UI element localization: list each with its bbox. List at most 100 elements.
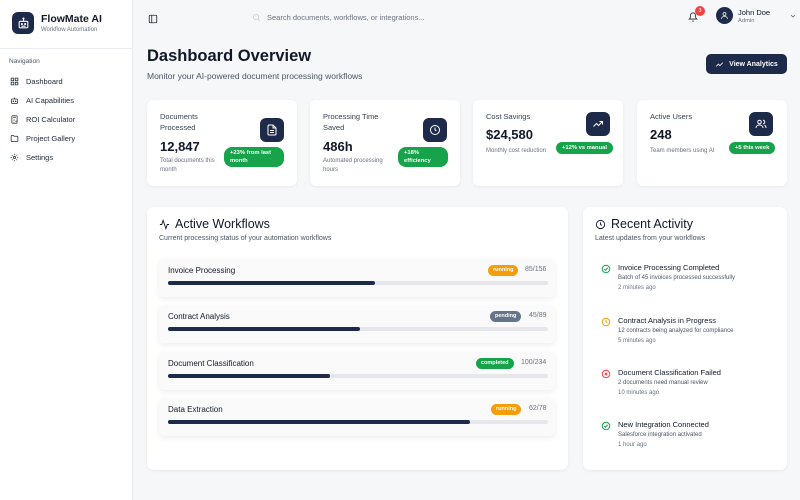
workflow-row-document-classification[interactable]: Document Classification completed 100/23… <box>159 352 555 390</box>
stat-value: $24,580 <box>486 127 533 142</box>
workflow-status-badge: running <box>491 404 522 415</box>
view-analytics-label: View Analytics <box>729 60 778 68</box>
activity-subtitle: Latest updates from your workflows <box>595 235 706 242</box>
clock-icon <box>423 118 447 142</box>
user-menu[interactable]: John Doe Admin <box>716 7 797 24</box>
sidebar-item-label: Dashboard <box>26 77 63 86</box>
recent-activity-panel: Recent Activity Latest updates from your… <box>583 207 787 470</box>
search-icon <box>253 13 261 21</box>
sidebar-item-label: AI Capabilities <box>26 96 74 105</box>
workflow-progress-fill <box>168 281 376 285</box>
workflow-status-badge: completed <box>476 358 514 369</box>
stat-label: Active Users <box>650 112 693 121</box>
stat-card-documents: Documents Processed 12,847 Total documen… <box>147 100 297 186</box>
user-icon <box>721 12 728 19</box>
activity-title: Recent Activity <box>595 217 693 231</box>
panel-left-icon <box>148 14 158 24</box>
app-subtitle: Workflow Automation <box>41 27 98 33</box>
workflow-row-contract-analysis[interactable]: Contract Analysis pending 45/89 <box>159 305 555 343</box>
sidebar: FlowMate AI Workflow Automation Navigati… <box>0 0 133 500</box>
sidebar-item-ai-capabilities[interactable]: AI Capabilities <box>10 91 125 110</box>
folder-icon <box>10 135 19 142</box>
line-chart-icon <box>716 61 724 67</box>
gear-icon <box>10 153 19 162</box>
app-name: FlowMate AI <box>41 13 102 25</box>
sidebar-item-settings[interactable]: Settings <box>10 148 125 167</box>
workflow-status-badge: running <box>488 265 519 276</box>
trending-up-icon <box>586 112 610 136</box>
sidebar-item-dashboard[interactable]: Dashboard <box>10 72 125 91</box>
stat-note: Automated processing hours <box>323 158 383 173</box>
activity-time: 1 hour ago <box>618 442 647 448</box>
workflow-progress-fill <box>168 327 361 331</box>
users-icon <box>749 112 773 136</box>
bell-icon <box>688 12 698 22</box>
workflows-title: Active Workflows <box>159 217 270 231</box>
workflow-name: Data Extraction <box>168 405 223 414</box>
activity-title-text: Contract Analysis in Progress <box>618 316 716 325</box>
workflow-count: 62/78 <box>529 405 547 412</box>
clock-icon <box>595 219 606 229</box>
sidebar-toggle-button[interactable] <box>148 11 158 29</box>
calculator-icon <box>11 115 18 124</box>
activity-title-text: Invoice Processing Completed <box>618 263 720 272</box>
activity-time: 10 minutes ago <box>618 390 660 396</box>
grid-icon <box>10 77 19 86</box>
stat-note: Total documents this month <box>160 158 215 173</box>
check-circle-icon <box>601 264 611 274</box>
nav-section-label: Navigation <box>9 58 40 65</box>
workflow-progress-fill <box>168 374 331 378</box>
bot-icon <box>11 97 18 104</box>
workflow-row-invoice-processing[interactable]: Invoice Processing running 85/156 <box>159 259 555 297</box>
clock-icon <box>601 317 611 327</box>
workflows-subtitle: Current processing status of your automa… <box>159 235 332 242</box>
workflow-progress-fill <box>168 420 471 424</box>
sidebar-item-project-gallery[interactable]: Project Gallery <box>10 129 125 148</box>
stat-card-cost-savings: Cost Savings $24,580 Monthly cost reduct… <box>473 100 623 186</box>
stat-note: Team members using AI <box>650 148 715 154</box>
chevron-down-icon <box>790 14 796 17</box>
notifications-button[interactable]: 3 <box>688 6 705 25</box>
document-icon <box>260 118 284 142</box>
stat-value: 248 <box>650 127 672 142</box>
workflow-row-data-extraction[interactable]: Data Extraction running 62/78 <box>159 398 555 436</box>
avatar <box>716 7 733 24</box>
workflow-count: 100/234 <box>521 359 547 366</box>
activity-time: 2 minutes ago <box>618 285 656 291</box>
active-workflows-panel: Active Workflows Current processing stat… <box>147 207 568 470</box>
search-bar <box>252 9 552 25</box>
check-circle-icon <box>601 421 611 431</box>
search-input[interactable] <box>267 12 537 22</box>
workflow-progress-track <box>168 420 548 424</box>
user-role: Admin <box>738 17 755 24</box>
activity-title-text: New Integration Connected <box>618 420 709 429</box>
activity-time: 5 minutes ago <box>618 338 656 344</box>
workflow-progress-track <box>168 327 548 331</box>
sidebar-item-roi-calculator[interactable]: ROI Calculator <box>10 110 125 129</box>
brand[interactable]: FlowMate AI Workflow Automation <box>12 12 102 34</box>
activity-description: Salesforce integration activated <box>618 432 702 438</box>
bot-logo-icon <box>12 12 34 34</box>
page-title: Dashboard Overview <box>147 47 312 65</box>
sidebar-nav: Dashboard AI Capabilities ROI Calculator… <box>10 72 125 167</box>
activity-description: Batch of 45 invoices processed successfu… <box>618 275 736 281</box>
stat-label: Cost Savings <box>486 112 531 121</box>
workflow-name: Document Classification <box>168 359 254 368</box>
stat-badge: +23% from last month <box>224 147 284 167</box>
activity-description: 2 documents need manual review <box>618 380 708 386</box>
activity-description: 12 contracts being analyzed for complian… <box>618 328 734 334</box>
sidebar-item-label: Settings <box>26 153 54 162</box>
stat-card-time-saved: Processing Time Saved 486h Automated pro… <box>310 100 460 186</box>
stat-badge: +18% efficiency <box>398 147 448 167</box>
sidebar-item-label: Project Gallery <box>26 134 76 143</box>
stat-badge: +12% vs manual <box>556 142 613 154</box>
workflow-count: 85/156 <box>525 266 547 273</box>
stat-label: Processing Time Saved <box>323 112 379 132</box>
stat-label: Documents Processed <box>160 112 198 132</box>
activity-icon <box>159 218 170 230</box>
workflow-progress-track <box>168 374 548 378</box>
view-analytics-button[interactable]: View Analytics <box>706 54 787 74</box>
workflow-progress-track <box>168 281 548 285</box>
brand-divider <box>0 48 133 49</box>
user-name: John Doe <box>738 7 771 17</box>
